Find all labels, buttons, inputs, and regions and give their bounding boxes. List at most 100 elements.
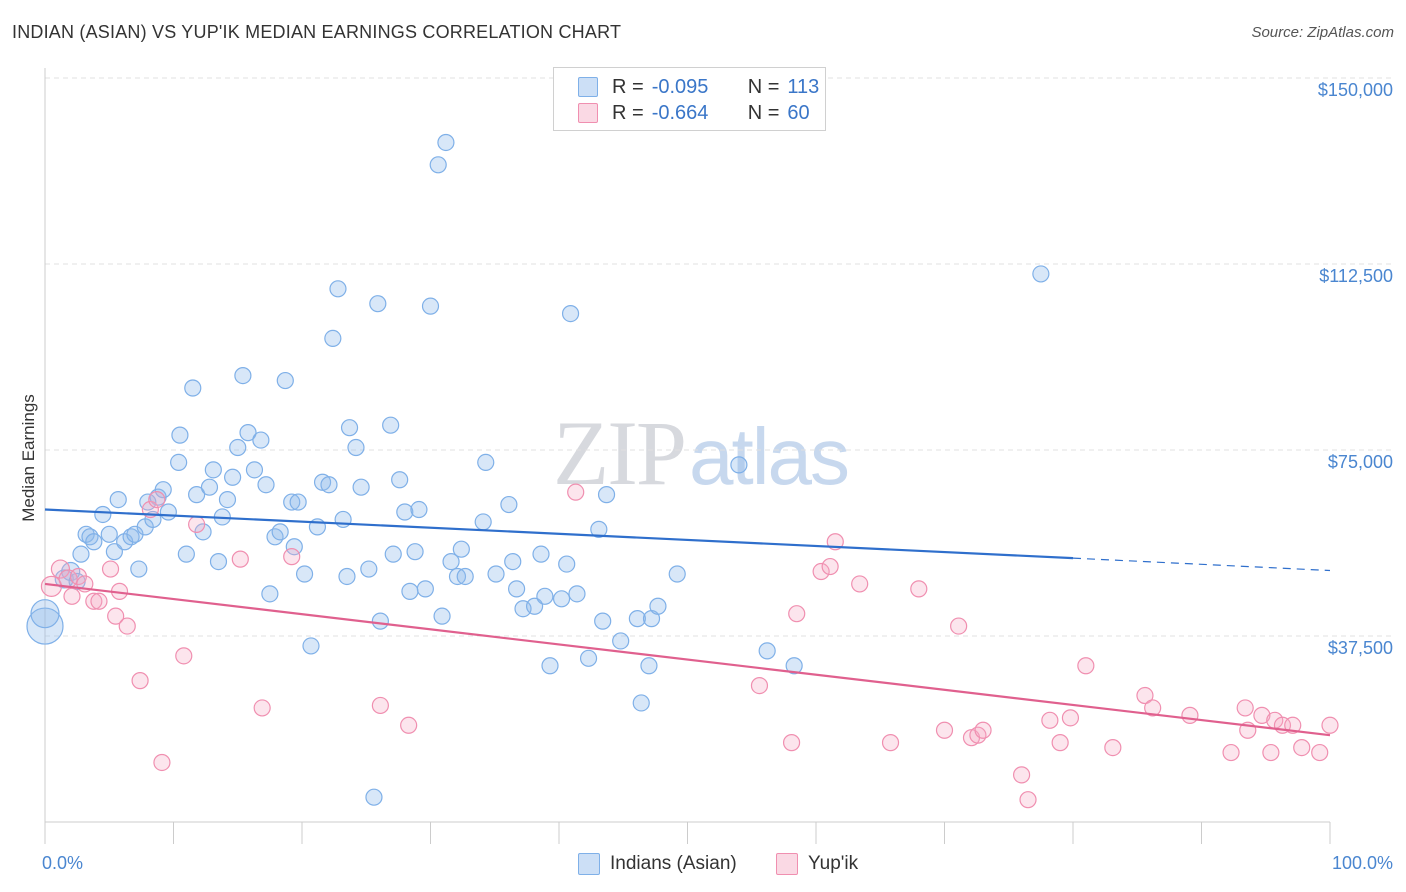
- yupik-point: [1051, 734, 1069, 752]
- indians-point: [257, 476, 275, 494]
- indians-point: [785, 657, 803, 675]
- indians-point: [340, 419, 359, 437]
- indians-point: [668, 565, 686, 583]
- indians-trend-line: [44, 508, 1074, 560]
- yupik-point: [1181, 706, 1199, 724]
- yupik-point: [1061, 709, 1080, 727]
- indians-point: [758, 642, 776, 660]
- legend-row-yupik: R = -0.664 N = 60: [554, 100, 810, 126]
- correlation-legend: R = -0.095 N = 113 R = -0.664 N = 60: [553, 67, 826, 131]
- indians-point: [85, 533, 103, 551]
- indians-point: [365, 788, 383, 806]
- indians-point: [276, 371, 294, 390]
- indians-point: [612, 632, 630, 650]
- chart-title: INDIAN (ASIAN) VS YUP'IK MEDIAN EARNINGS…: [12, 22, 622, 42]
- yupik-point: [58, 569, 78, 589]
- indians-point: [371, 612, 389, 630]
- x-tick-label-min: 0.0%: [42, 853, 83, 873]
- bottom-legend-label-yupik: Yup'ik: [808, 853, 859, 874]
- indians-point: [204, 461, 222, 479]
- legend-row-indians: R = -0.095 N = 113: [554, 74, 819, 100]
- indians-point: [507, 580, 526, 598]
- indians-point: [433, 607, 451, 625]
- y-tick-label: $150,000: [1318, 80, 1393, 100]
- legend-n-value: 60: [787, 101, 810, 124]
- yupik-point: [101, 560, 120, 578]
- legend-r-value: -0.095: [651, 75, 709, 98]
- indians-point: [401, 582, 419, 600]
- yupik-point: [90, 592, 108, 610]
- yupik-point: [910, 580, 928, 598]
- yupik-point: [1293, 738, 1311, 757]
- indians-point: [334, 510, 352, 529]
- indians-point: [536, 587, 554, 605]
- indians-point: [271, 523, 289, 541]
- y-tick-label: $75,000: [1328, 452, 1393, 472]
- indians-point: [396, 503, 414, 521]
- yupik-point: [63, 587, 81, 605]
- watermark-atlas: atlas: [689, 412, 850, 501]
- indians-point: [105, 543, 123, 561]
- indians-point: [239, 424, 257, 442]
- yupik-point: [131, 672, 149, 690]
- yupik-point: [50, 559, 71, 579]
- legend-n-value: 113: [787, 75, 820, 98]
- indians-point: [109, 491, 127, 509]
- x-tick-label-max: 100.0%: [1332, 853, 1393, 873]
- bottom-legend-swatch-yupik: [776, 853, 798, 875]
- indians-point: [406, 543, 424, 561]
- indians-point: [245, 461, 264, 479]
- yupik-point: [107, 607, 125, 625]
- indians-point: [261, 585, 279, 603]
- indians-point: [295, 565, 314, 583]
- bottom-legend-indians: Indians (Asian): [578, 852, 737, 876]
- bottom-legend-swatch-indians: [578, 853, 600, 875]
- indians-point: [437, 133, 455, 152]
- indians-point: [285, 538, 303, 556]
- yupik-point: [1136, 686, 1154, 705]
- indians-point: [229, 438, 247, 457]
- indians-point: [500, 495, 518, 514]
- source-attribution: Source: ZipAtlas.com: [1251, 24, 1394, 41]
- indians-point: [283, 493, 301, 511]
- indians-point: [266, 528, 284, 546]
- yupik-point: [175, 647, 193, 665]
- legend-n-label: N =: [747, 75, 780, 98]
- indians-point: [218, 491, 237, 509]
- axis-labels: $37,500 $75,000 $112,500 $150,000 0.0% 100.0%…: [19, 80, 1393, 873]
- indians-point: [730, 456, 748, 474]
- indians-point: [532, 545, 550, 563]
- yupik-point: [148, 491, 166, 509]
- yupik-point: [750, 676, 769, 695]
- indians-point: [324, 329, 342, 347]
- indians-point: [171, 426, 189, 444]
- indians-point: [30, 599, 60, 629]
- indians-point: [456, 567, 474, 586]
- indians-point: [188, 486, 206, 504]
- yupik-point: [974, 721, 992, 739]
- yupik-point: [950, 617, 968, 635]
- indians-point: [541, 657, 559, 675]
- indians-point: [597, 486, 616, 504]
- indians-point: [224, 468, 242, 486]
- indians-point: [628, 610, 646, 628]
- indians-point: [252, 431, 270, 449]
- indians-point: [347, 438, 365, 457]
- axes: [44, 68, 1331, 844]
- yupik-point: [821, 557, 839, 576]
- indians-point: [590, 520, 608, 538]
- yupik-point: [1321, 716, 1339, 734]
- yupik-point: [188, 515, 206, 534]
- legend-r-label: R =: [612, 101, 644, 124]
- indians-point: [421, 297, 440, 315]
- yupik-point: [371, 696, 389, 715]
- yupik-point: [1311, 743, 1329, 762]
- indians-point: [72, 545, 90, 563]
- indians-point: [452, 540, 470, 558]
- indians-point: [429, 156, 447, 174]
- yupik-point: [1253, 706, 1271, 724]
- yupik-point: [1236, 699, 1254, 717]
- indians-point: [525, 597, 544, 615]
- yupik-point: [231, 550, 249, 568]
- legend-r-value: -0.664: [651, 101, 709, 124]
